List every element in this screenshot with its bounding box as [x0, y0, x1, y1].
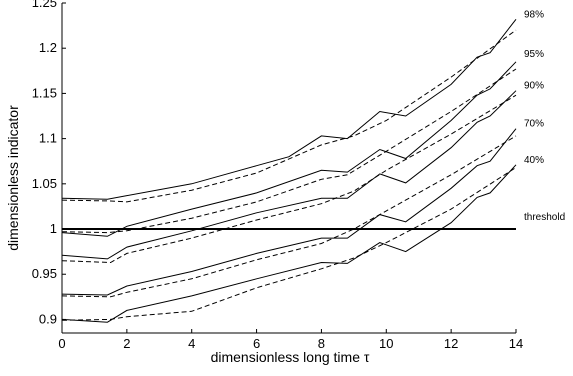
- series-line-9-solid: [61, 164, 517, 323]
- series-layer: [61, 18, 517, 323]
- x-tick-label: 6: [253, 336, 260, 351]
- annotation-label: 90%: [524, 81, 544, 92]
- annotation-label: threshold: [524, 212, 565, 223]
- y-tick-label: 1.05: [32, 176, 57, 191]
- annotation-layer: 98% 95% 90% 70% 40% threshold: [524, 9, 565, 223]
- series-line-7-solid: [61, 128, 517, 296]
- series-line-6-dashed: [61, 94, 517, 264]
- x-tick-label: 14: [509, 336, 523, 351]
- y-tick-label: 1.25: [32, 0, 57, 10]
- series-line-5-solid: [61, 90, 517, 260]
- y-tick-label: 0.95: [32, 266, 57, 281]
- x-tick-label: 8: [318, 336, 325, 351]
- x-tick-label: 0: [58, 336, 65, 351]
- series-line-1-solid: [61, 18, 517, 200]
- annotation-label: 40%: [524, 155, 544, 166]
- series-line-3-solid: [61, 61, 517, 237]
- x-tick-label: 12: [444, 336, 458, 351]
- x-tick-label: 10: [379, 336, 393, 351]
- x-tick-label: 4: [188, 336, 195, 351]
- y-tick-label: 1: [50, 221, 57, 236]
- series-line-8-dashed: [61, 135, 517, 298]
- annotation-label: 95%: [524, 49, 544, 60]
- annotation-label: 98%: [524, 9, 544, 20]
- x-axis-label: dimensionless long time τ: [211, 349, 370, 365]
- y-axis-label: dimensionless indicator: [5, 105, 21, 251]
- series-line-4-dashed: [61, 68, 517, 234]
- series-line-10-dashed: [61, 167, 517, 321]
- y-tick-label: 1.15: [32, 85, 57, 100]
- series-line-2-dashed: [61, 29, 517, 203]
- x-tick-label: 2: [123, 336, 130, 351]
- annotation-label: 70%: [524, 119, 544, 130]
- y-tick-label: 1.2: [39, 40, 57, 55]
- y-tick-label: 1.1: [39, 131, 57, 146]
- y-tick-label: 0.9: [39, 311, 57, 326]
